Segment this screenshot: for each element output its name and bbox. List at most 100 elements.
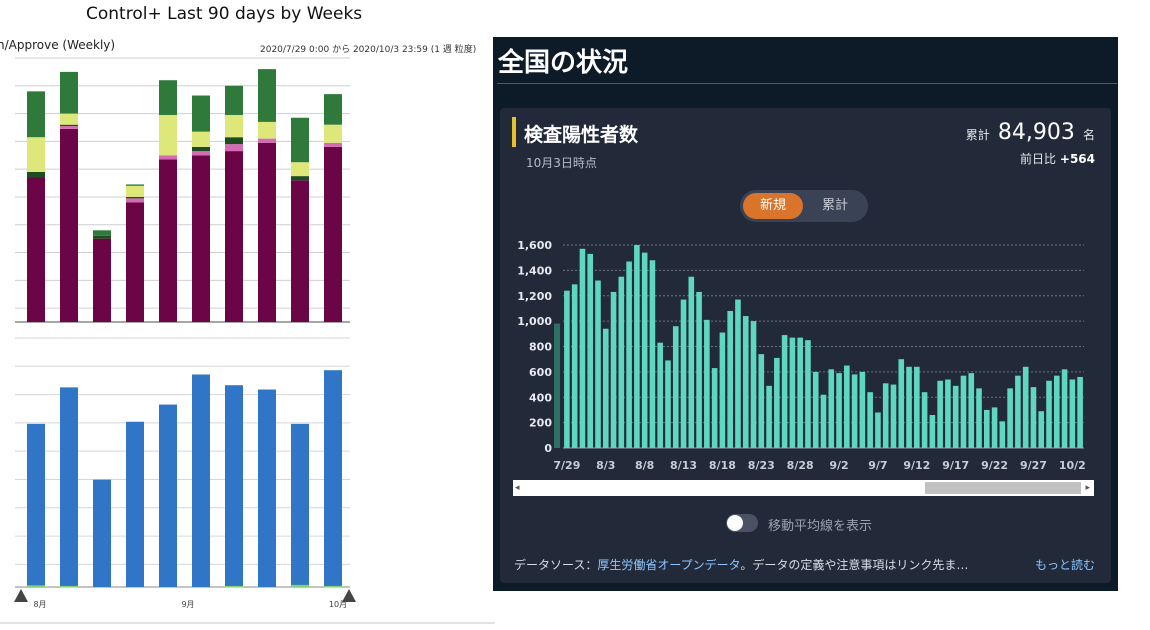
stacked-bar-segment xyxy=(27,171,45,178)
bar xyxy=(898,359,905,448)
bar-secondary xyxy=(324,585,342,588)
bar xyxy=(126,421,144,587)
read-more-link[interactable]: もっと読む xyxy=(1034,558,1095,572)
stacked-bar-segment xyxy=(27,91,45,138)
y-tick-label: 0 xyxy=(544,442,552,455)
stacked-bar-segment xyxy=(60,126,78,129)
stacked-bar-segment xyxy=(291,176,309,181)
range-start-handle-icon xyxy=(14,589,28,602)
stacked-bar-segment xyxy=(258,69,276,122)
stacked-bar-segment xyxy=(60,124,78,127)
bar xyxy=(665,360,671,448)
stacked-bar-segment xyxy=(225,144,243,152)
national-status-panel: 全国の状況 検査陽性者数 10月3日時点 累計 84,903 名 前日比 +56… xyxy=(493,37,1118,591)
bar xyxy=(859,371,866,448)
bar xyxy=(875,412,881,448)
bar xyxy=(711,368,718,448)
total-summary: 累計 84,903 名 xyxy=(966,120,1095,145)
bar xyxy=(766,385,772,448)
stacked-bar-segment xyxy=(324,124,342,143)
scroll-right-arrow-icon[interactable]: ▸ xyxy=(1085,483,1090,493)
x-tick-label: 8/13 xyxy=(670,459,697,472)
bar xyxy=(1077,376,1083,448)
bar-secondary xyxy=(291,584,309,587)
bar xyxy=(735,299,741,448)
day-over-day: 前日比 +564 xyxy=(1020,150,1095,167)
x-tick-label: 9/2 xyxy=(829,459,848,472)
bar xyxy=(324,370,342,587)
y-tick-label: 800 xyxy=(529,341,552,354)
data-source-note: データソース：厚生労働省オープンデータ。データの定義や注意事項はリンク先ま… xyxy=(514,556,968,573)
month-label: 10月 xyxy=(329,600,347,609)
bar xyxy=(225,385,243,587)
bar xyxy=(60,387,78,587)
bar xyxy=(1038,411,1045,448)
range-end-handle-icon xyxy=(342,589,356,602)
stacked-bar-segment xyxy=(159,80,177,115)
y-tick-label: 1,600 xyxy=(517,239,552,252)
scroll-left-arrow-icon[interactable]: ◂ xyxy=(515,483,520,493)
bar xyxy=(758,354,765,448)
moving-average-switch[interactable] xyxy=(726,514,758,532)
bar xyxy=(945,379,951,448)
card-accent-bar xyxy=(512,117,516,147)
bar xyxy=(1069,379,1076,448)
bar xyxy=(844,365,850,448)
bar xyxy=(1030,387,1037,448)
bar xyxy=(921,392,928,448)
month-label: 8月 xyxy=(33,600,46,609)
bar xyxy=(93,479,111,587)
bar xyxy=(680,299,687,448)
x-tick-label: 9/12 xyxy=(903,459,930,472)
x-tick-label: 8/23 xyxy=(748,459,775,472)
stacked-bar-segment xyxy=(126,184,144,186)
y-tick-label: 600 xyxy=(529,366,552,379)
stacked-bar-segment xyxy=(324,94,342,125)
source-note: 。データの定義や注意事項はリンク先ま… xyxy=(740,558,969,572)
bar xyxy=(1007,388,1013,448)
bar xyxy=(564,290,570,448)
as-of-date: 10月3日時点 xyxy=(526,156,597,170)
bar xyxy=(587,253,594,448)
scroll-thumb[interactable] xyxy=(925,482,1081,494)
bar xyxy=(1053,375,1060,448)
weekly-report-panel: Control+ Last 90 days by Weeks n/Approve… xyxy=(0,0,495,630)
bar xyxy=(688,276,695,448)
bar xyxy=(595,280,601,448)
bar xyxy=(906,366,912,448)
source-link[interactable]: 厚生労働省オープンデータ xyxy=(597,558,741,572)
bar xyxy=(789,337,796,448)
report-subtitle: n/Approve (Weekly) xyxy=(0,38,116,52)
diff-label: 前日比 xyxy=(1020,152,1057,166)
bar xyxy=(952,385,959,448)
x-tick-label: 7/29 xyxy=(553,459,580,472)
tab-new[interactable]: 新規 xyxy=(743,193,803,219)
x-tick-label: 8/18 xyxy=(709,459,736,472)
bar xyxy=(641,252,648,448)
bar xyxy=(649,260,656,448)
x-tick-label: 10/2 xyxy=(1059,459,1086,472)
positive-cases-card: 検査陽性者数 10月3日時点 累計 84,903 名 前日比 +564 新規 累… xyxy=(500,108,1111,583)
tab-cumulative[interactable]: 累計 xyxy=(821,198,848,213)
diff-value: +564 xyxy=(1059,152,1095,166)
bar xyxy=(890,384,897,448)
y-tick-label: 1,000 xyxy=(517,315,552,328)
stacked-bar-segment xyxy=(192,155,210,322)
moving-average-label: 移動平均線を表示 xyxy=(768,519,873,534)
bar xyxy=(634,245,640,448)
y-tick-label: 200 xyxy=(529,417,552,430)
bar xyxy=(851,374,858,448)
new-cumulative-toggle: 新規 累計 xyxy=(740,190,868,222)
report-title: Control+ Last 90 days by Weeks xyxy=(86,4,363,24)
partial-bar xyxy=(554,323,560,448)
stacked-bar-segment xyxy=(126,185,144,197)
bar xyxy=(805,340,811,448)
stacked-bar-segment xyxy=(192,151,210,156)
bar xyxy=(820,394,827,448)
bar xyxy=(797,337,803,448)
stacked-bar-segment xyxy=(258,138,276,143)
bar xyxy=(976,388,982,448)
chart-scrollbar[interactable]: ◂ ▸ xyxy=(513,480,1094,496)
bar xyxy=(983,409,990,448)
x-tick-label: 9/22 xyxy=(981,459,1008,472)
